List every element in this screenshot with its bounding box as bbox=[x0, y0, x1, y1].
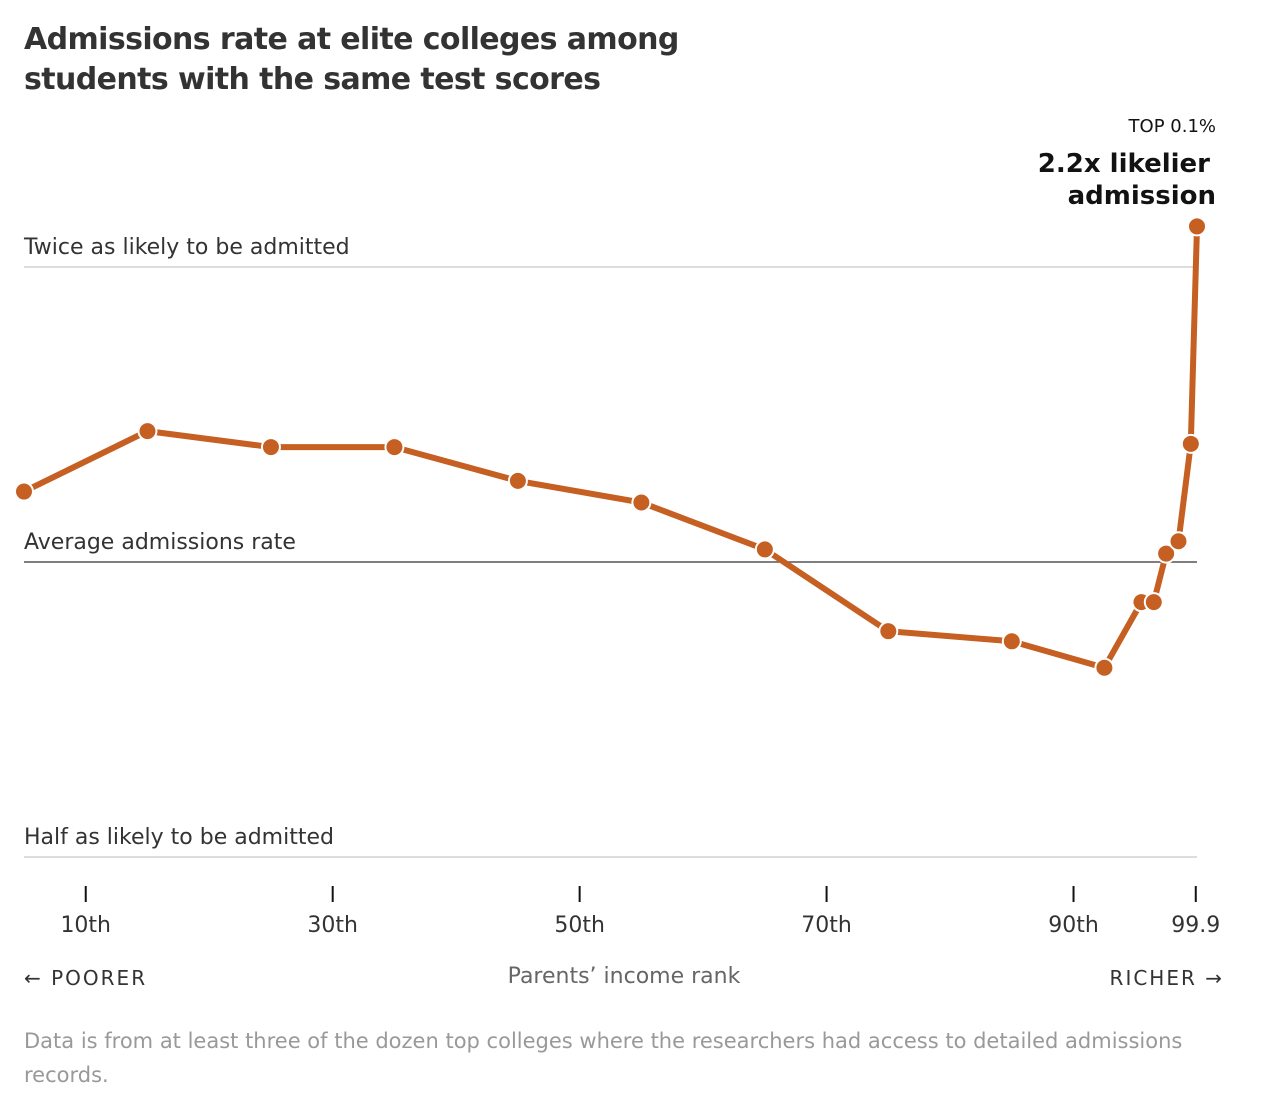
chart-title: Admissions rate at elite colleges among … bbox=[24, 22, 679, 97]
annotation-line-1: 2.2x likelier bbox=[1038, 149, 1210, 179]
line-chart: Twice as likely to be admitted Average ad… bbox=[14, 116, 1220, 938]
data-point-6 bbox=[754, 539, 775, 560]
data-point-11 bbox=[1143, 592, 1164, 613]
direction-poorer: ← POORER bbox=[24, 966, 148, 990]
x-tick-label-5: 99.9 bbox=[1171, 913, 1220, 938]
data-point-12 bbox=[1156, 543, 1177, 564]
x-tick-label-2: 50th bbox=[554, 913, 605, 938]
annotation-line-2: admission bbox=[1068, 181, 1216, 211]
source-note: Data is from at least three of the dozen… bbox=[24, 1029, 1183, 1087]
x-tick-label-0: 10th bbox=[60, 913, 111, 938]
direction-richer: RICHER → bbox=[1109, 966, 1224, 990]
x-tick-label-1: 30th bbox=[307, 913, 358, 938]
data-point-14 bbox=[1180, 433, 1201, 454]
x-tick-label-4: 90th bbox=[1048, 913, 1099, 938]
data-point-1 bbox=[137, 421, 158, 442]
data-point-9 bbox=[1094, 657, 1115, 678]
data-point-7 bbox=[878, 621, 899, 642]
reference-lines: Twice as likely to be admitted Average ad… bbox=[23, 235, 1197, 858]
data-point-5 bbox=[631, 492, 652, 513]
data-point-3 bbox=[384, 437, 405, 458]
reference-label-1: Average admissions rate bbox=[24, 530, 296, 555]
x-tick-label-3: 70th bbox=[801, 913, 852, 938]
data-point-8 bbox=[1001, 631, 1022, 652]
data-points bbox=[14, 216, 1207, 678]
x-axis-label: Parents’ income rank bbox=[507, 964, 741, 989]
reference-label-0: Twice as likely to be admitted bbox=[23, 235, 350, 260]
data-point-2 bbox=[260, 437, 281, 458]
data-point-4 bbox=[507, 470, 528, 491]
x-axis: 10th 30th 50th 70th 90th 99.9 bbox=[60, 886, 1220, 938]
data-point-15 bbox=[1187, 216, 1207, 237]
reference-label-2: Half as likely to be admitted bbox=[24, 825, 334, 850]
data-point-13 bbox=[1168, 531, 1189, 552]
annotation-eyebrow: TOP 0.1% bbox=[1128, 116, 1216, 137]
series-line bbox=[21, 223, 1200, 671]
data-point-0 bbox=[14, 481, 34, 502]
top-annotation: TOP 0.1% 2.2x likelier admission bbox=[1038, 116, 1216, 211]
